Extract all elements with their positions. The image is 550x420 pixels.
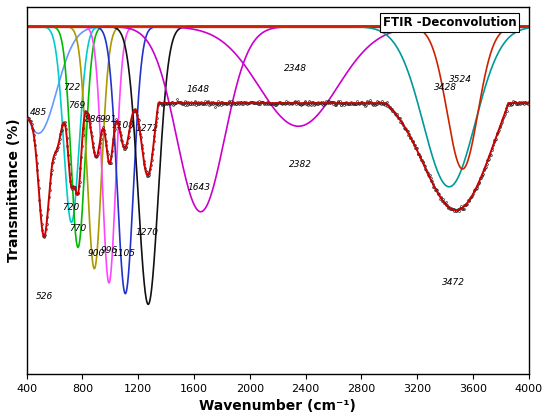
Text: 1108: 1108: [112, 121, 135, 130]
Text: 991: 991: [100, 116, 117, 124]
Text: 722: 722: [63, 84, 80, 92]
Text: 770: 770: [69, 224, 86, 233]
Text: 2382: 2382: [289, 160, 312, 169]
Y-axis label: Transmittance (%): Transmittance (%): [7, 118, 21, 262]
X-axis label: Wavenumber (cm⁻¹): Wavenumber (cm⁻¹): [199, 399, 356, 413]
Text: 1643: 1643: [188, 183, 211, 192]
Text: 2348: 2348: [284, 64, 307, 73]
Text: 3524: 3524: [449, 74, 472, 84]
Text: 1648: 1648: [186, 85, 210, 94]
Text: FTIR -Deconvolution: FTIR -Deconvolution: [383, 16, 516, 29]
Text: 3472: 3472: [442, 278, 465, 286]
Text: 886: 886: [84, 116, 102, 124]
Text: 526: 526: [35, 292, 53, 301]
Text: 1272: 1272: [135, 124, 158, 134]
Text: 720: 720: [62, 203, 80, 212]
Text: 1105: 1105: [113, 249, 136, 258]
Text: 3428: 3428: [434, 84, 458, 92]
Text: 1270: 1270: [136, 228, 159, 237]
Text: 769: 769: [68, 101, 85, 110]
Text: 485: 485: [30, 108, 47, 117]
Text: 900: 900: [87, 249, 105, 258]
Text: 996: 996: [101, 246, 118, 255]
